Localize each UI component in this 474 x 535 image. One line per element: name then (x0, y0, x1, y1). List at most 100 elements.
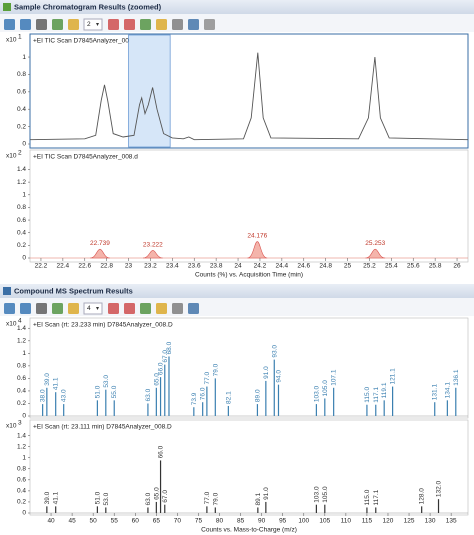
mz-label: 115.0 (364, 489, 371, 505)
y-tick-label: 0.2 (17, 242, 26, 249)
y-tick-label: 0.8 (17, 465, 26, 472)
x-tick-label: 85 (237, 518, 245, 525)
toolbar-button[interactable] (108, 303, 119, 314)
mz-label: 79.0 (212, 492, 219, 505)
x-tick-label: 25.4 (385, 263, 398, 270)
toolbar-button[interactable] (108, 19, 119, 30)
peak-label: 23.222 (143, 241, 163, 248)
y-tick-label: 0.4 (17, 229, 26, 236)
panel-icon (3, 287, 11, 295)
toolbar-button[interactable] (156, 19, 167, 30)
mz-label: 94.0 (275, 370, 282, 383)
peak (365, 248, 386, 259)
toolbar-button[interactable] (204, 19, 215, 30)
mz-label: 91.0 (263, 366, 270, 379)
y-scale-label: x10 (6, 153, 17, 160)
mz-label: 103.0 (313, 486, 320, 503)
y-tick-label: 0.8 (17, 204, 26, 211)
peak (247, 241, 268, 259)
mz-label: 41.1 (53, 377, 60, 390)
y-tick-label: 1 (22, 54, 26, 61)
mz-label: 89.1 (255, 492, 262, 505)
panel-title-bar (0, 0, 474, 14)
plot-subtitle: +EI Scan (rt: 23.111 min) D7845Analyzer_… (33, 424, 172, 431)
mz-label: 91.0 (263, 487, 270, 500)
x-axis-label: Counts (%) vs. Acquisition Time (min) (195, 272, 303, 279)
toolbar-button[interactable] (4, 19, 15, 30)
toolbar-button[interactable] (124, 19, 135, 30)
mz-label: 38.0 (40, 389, 47, 402)
x-tick-label: 95 (279, 518, 287, 525)
mz-label: 73.9 (191, 392, 198, 405)
mz-label: 103.0 (313, 385, 320, 402)
x-tick-label: 25 (344, 263, 352, 270)
y-tick-label: 1.4 (17, 166, 26, 173)
x-tick-label: 24.4 (276, 263, 289, 270)
mz-label: 65.0 (153, 487, 160, 500)
toolbar-dropdown[interactable] (83, 302, 103, 315)
toolbar-button[interactable] (172, 303, 183, 314)
y-tick-label: 1.4 (17, 432, 26, 439)
toolbar-button[interactable] (140, 303, 151, 314)
mz-label: 107.1 (331, 369, 338, 386)
mz-label: 128.0 (419, 488, 426, 505)
toolbar-button[interactable] (188, 19, 199, 30)
toolbar-button[interactable] (156, 303, 167, 314)
x-tick-label: 26 (453, 263, 461, 270)
toolbar-button[interactable] (52, 303, 63, 314)
toolbar-button[interactable] (140, 19, 151, 30)
toolbar-button[interactable] (4, 303, 15, 314)
x-tick-label: 45 (68, 518, 76, 525)
mz-label: 55.0 (111, 385, 118, 398)
x-tick-label: 24.8 (319, 263, 332, 270)
mz-label: 131.1 (432, 384, 439, 401)
panel-title: Compound MS Spectrum Results (14, 286, 133, 295)
y-scale-label: x10 (6, 321, 17, 328)
toolbar-button[interactable] (52, 19, 63, 30)
y-tick-label: 1.4 (17, 325, 26, 332)
toolbar-button[interactable] (68, 19, 79, 30)
x-tick-label: 22.4 (57, 263, 70, 270)
mz-label: 89.0 (254, 389, 261, 402)
plot-frame (29, 419, 469, 516)
y-tick-label: 0.4 (17, 488, 26, 495)
toolbar-button[interactable] (36, 19, 47, 30)
mz-label: 66.0 (158, 445, 165, 458)
toolbar-button[interactable] (68, 303, 79, 314)
x-tick-label: 115 (362, 518, 373, 525)
x-tick-label: 25.8 (429, 263, 442, 270)
peak (90, 248, 110, 259)
toolbar-dropdown[interactable] (83, 18, 103, 31)
x-tick-label: 22.6 (78, 263, 91, 270)
toolbar-button[interactable] (172, 19, 183, 30)
toolbar-button[interactable] (20, 19, 31, 30)
x-tick-label: 23.4 (166, 263, 179, 270)
x-tick-label: 60 (132, 518, 140, 525)
y-tick-label: 1 (22, 191, 26, 198)
mz-label: 117.1 (373, 489, 380, 505)
panel-title: Sample Chromatogram Results (zoomed) (14, 2, 162, 11)
x-tick-label: 135 (446, 518, 457, 525)
plot-frame (29, 33, 469, 149)
x-tick-label: 23 (125, 263, 133, 270)
y-tick-label: 0 (22, 255, 26, 262)
toolbar-button[interactable] (36, 303, 47, 314)
mz-label: 82.1 (225, 391, 232, 404)
toolbar-button[interactable] (20, 303, 31, 314)
mz-label: 136.1 (453, 369, 460, 386)
y-tick-label: 1.2 (17, 443, 26, 450)
y-scale-label: x10 (6, 423, 17, 430)
toolbar-dropdown-value: 2 (87, 21, 91, 28)
toolbar-button[interactable] (188, 303, 199, 314)
x-tick-label: 55 (111, 518, 119, 525)
plot-subtitle: +EI Scan (rt: 23.233 min) D7845Analyzer_… (33, 322, 173, 329)
y-scale-label: x10 (6, 37, 17, 44)
x-tick-label: 120 (383, 518, 394, 525)
mz-label: 76.0 (200, 387, 207, 400)
x-tick-label: 40 (47, 518, 55, 525)
mz-label: 68.0 (166, 341, 173, 354)
x-tick-label: 100 (298, 518, 309, 525)
toolbar-button[interactable] (124, 303, 135, 314)
mz-label: 67.0 (162, 350, 169, 363)
